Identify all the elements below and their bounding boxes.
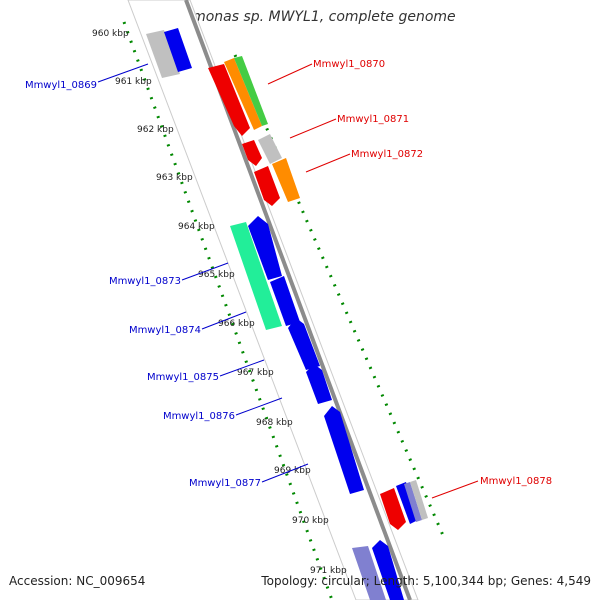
tick-label: 960 kbp xyxy=(92,29,129,39)
tick-label: 969 kbp xyxy=(274,466,311,476)
map-title: Marinomonas sp. MWYL1, complete genome xyxy=(144,9,456,25)
gene-grey-0869[interactable] xyxy=(146,30,180,78)
gene-blue-0876[interactable] xyxy=(306,364,332,404)
gene-label-0873[interactable]: Mmwyl1_0873 xyxy=(109,276,181,287)
tick-label: 971 kbp xyxy=(310,566,347,576)
accession-text: Accession: NC_009654 xyxy=(9,574,146,588)
gene-blue-0873[interactable] xyxy=(248,216,282,280)
outer-left-dotted-ring xyxy=(122,21,334,600)
gene-grey-0871[interactable] xyxy=(258,134,282,164)
gene-grey-0878[interactable] xyxy=(410,480,428,520)
gene-orange-0870[interactable] xyxy=(224,58,262,130)
tick-label: 962 kbp xyxy=(137,125,174,135)
gene-blue-0878[interactable] xyxy=(396,482,418,524)
gene-blue-0869b[interactable] xyxy=(164,28,192,72)
tick-label: 968 kbp xyxy=(256,418,293,428)
gene-green-0870[interactable] xyxy=(234,56,268,126)
gene-lavender-0878[interactable] xyxy=(404,482,422,522)
gene-lavender-0879[interactable] xyxy=(352,546,386,600)
gene-orange-0872[interactable] xyxy=(272,158,300,202)
tick-label: 964 kbp xyxy=(178,222,215,232)
tick-label: 970 kbp xyxy=(292,516,329,526)
gene-red-0871[interactable] xyxy=(242,140,262,166)
gene-label-0876[interactable]: Mmwyl1_0876 xyxy=(163,411,235,422)
gene-label-0871[interactable]: Mmwyl1_0871 xyxy=(337,114,409,125)
gene-red-0870[interactable] xyxy=(208,64,250,136)
gene-label-0875[interactable]: Mmwyl1_0875 xyxy=(147,372,219,383)
gene-label-0878[interactable]: Mmwyl1_0878 xyxy=(480,476,552,487)
gene-label-0872[interactable]: Mmwyl1_0872 xyxy=(351,149,423,160)
gene-labels: Mmwyl1_0870 Mmwyl1_0871 Mmwyl1_0872 Mmwy… xyxy=(25,59,552,489)
gene-blue-0874[interactable] xyxy=(270,276,300,326)
gene-label-0870[interactable]: Mmwyl1_0870 xyxy=(313,59,385,70)
genome-summary-text: Topology: circular; Length: 5,100,344 bp… xyxy=(261,574,591,588)
tick-label: 967 kbp xyxy=(237,368,274,378)
tick-label: 966 kbp xyxy=(218,319,255,329)
gene-label-0874[interactable]: Mmwyl1_0874 xyxy=(129,325,201,336)
gene-blue-0877[interactable] xyxy=(324,406,364,494)
gene-blue-0875[interactable] xyxy=(288,318,320,370)
gene-label-0877[interactable]: Mmwyl1_0877 xyxy=(189,478,261,489)
gene-blue-0880[interactable] xyxy=(372,540,404,600)
inner-genes xyxy=(146,28,404,600)
tick-labels: 960 kbp 961 kbp 962 kbp 963 kbp 964 kbp … xyxy=(92,29,347,576)
outer-right-dotted-ring xyxy=(233,54,447,541)
gene-red-0872[interactable] xyxy=(254,166,280,206)
tick-label: 965 kbp xyxy=(198,270,235,280)
outer-genes xyxy=(208,56,428,530)
tick-label: 961 kbp xyxy=(115,77,152,87)
tick-label: 963 kbp xyxy=(156,173,193,183)
gene-mint-0873[interactable] xyxy=(230,222,282,330)
gene-red-0878[interactable] xyxy=(380,488,406,530)
label-leaders xyxy=(97,63,479,499)
gene-label-0869[interactable]: Mmwyl1_0869 xyxy=(25,80,97,91)
